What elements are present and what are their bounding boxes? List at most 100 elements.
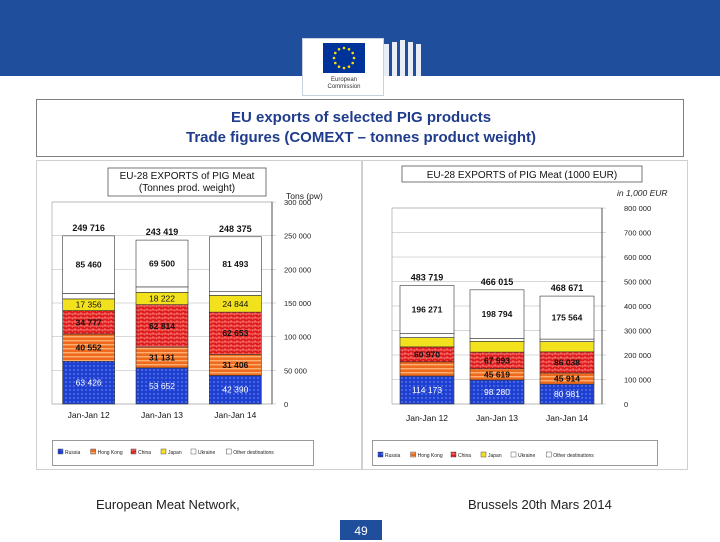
chart-2-bar-japan-2 bbox=[469, 341, 525, 353]
chart-1-legend-russia-swatch bbox=[57, 448, 64, 455]
chart-2-ytick-label: 800 000 bbox=[624, 204, 651, 213]
chart-1-bar-hong-kong-1-label: 40 552 bbox=[76, 343, 102, 353]
chart-1-bar-other-destinations-1 bbox=[62, 235, 115, 294]
chart-2-ytick-label: 400 000 bbox=[624, 302, 651, 311]
chart-1-bar-china-2 bbox=[135, 304, 189, 348]
chart-1-bar-russia-3-label: 42 390 bbox=[222, 385, 248, 395]
chart-2-bar-other-destinations-1-label: 196 271 bbox=[412, 305, 443, 315]
chart-2-legend-japan-label: Japan bbox=[488, 453, 502, 459]
chart-2-legend-other-destinations-swatch bbox=[546, 451, 552, 458]
chart-1-total-label-2: 243 419 bbox=[146, 227, 179, 237]
chart-2-bar-russia-1-label: 114 173 bbox=[412, 385, 442, 395]
chart-2-bar-russia-2-label: 98 280 bbox=[484, 387, 510, 397]
chart-1-title-line-2: (Tonnes prod. weight) bbox=[139, 183, 235, 194]
chart-2-bar-other-destinations-3 bbox=[539, 295, 595, 340]
chart-2-total-label-1: 483 719 bbox=[411, 272, 444, 282]
title-line-1: EU exports of selected PIG products bbox=[230, 109, 492, 126]
chart-2-title-line-1: EU-28 EXPORTS of PIG Meat (1000 EUR) bbox=[427, 170, 617, 181]
chart-1-bar-ukraine-3 bbox=[209, 291, 262, 296]
chart-1-legend-other-destinations-label: Other destinations bbox=[233, 450, 274, 456]
chart-2-legend-hong-kong-label: Hong Kong bbox=[418, 453, 443, 459]
chart-2-bar-ukraine-2 bbox=[469, 338, 525, 342]
footer-organisation: European Meat Network, bbox=[96, 497, 240, 512]
chart-1-ytick-label: 300 000 bbox=[284, 198, 311, 207]
chart-2-bar-hong-kong-1 bbox=[399, 361, 455, 377]
title-line-2: Trade figures (COMEXT – tonnes product w… bbox=[185, 129, 537, 146]
chart-2-bar-japan-3 bbox=[539, 341, 595, 353]
chart-2-legend-other-destinations-label: Other destinations bbox=[553, 453, 594, 459]
chart-1-ytick-label: 200 000 bbox=[284, 265, 311, 274]
chart-2-title-box bbox=[401, 165, 643, 183]
logo-text-commission: Commission bbox=[327, 84, 361, 90]
chart-2-ytick-label: 700 000 bbox=[624, 229, 651, 238]
chart-1-bar-russia-1 bbox=[62, 360, 115, 405]
chart-2-ytick-label: 200 000 bbox=[624, 351, 651, 360]
chart-2-bar-hong-kong-2-label: 45 619 bbox=[484, 369, 510, 379]
chart-2-bar-russia-1 bbox=[399, 375, 455, 405]
chart-1-legend-japan-label: Japan bbox=[168, 450, 182, 456]
chart-1-legend-china-swatch bbox=[130, 448, 137, 455]
chart-1-category-label-3: Jan-Jan 14 bbox=[214, 410, 256, 420]
chart-2-bar-other-destinations-2 bbox=[469, 289, 525, 339]
chart-1-bar-hong-kong-2-label: 31 131 bbox=[149, 352, 175, 362]
chart-1-category-label-1: Jan-Jan 12 bbox=[68, 410, 110, 420]
chart-1-bar-china-2-label: 62 814 bbox=[149, 321, 175, 331]
chart-1-ytick-label: 50 000 bbox=[284, 366, 307, 375]
chart-2-bar-russia-3-label: 80 981 bbox=[554, 389, 580, 399]
chart-1-legend-china-label: China bbox=[138, 450, 151, 456]
chart-1-ytick-label: 150 000 bbox=[284, 299, 311, 308]
chart-2-legend-china-swatch bbox=[450, 451, 457, 458]
chart-1-bar-other-destinations-2 bbox=[135, 239, 189, 288]
footer-date: Brussels 20th Mars 2014 bbox=[468, 497, 612, 512]
chart-1-legend-ukraine-swatch bbox=[190, 448, 197, 455]
berlaymont-pillars-icon bbox=[384, 40, 434, 78]
chart-1-bar-ukraine-1 bbox=[62, 293, 115, 300]
chart-2-y-label: in 1,000 EUR bbox=[617, 188, 668, 198]
chart-1-legend-hong-kong-label: Hong Kong bbox=[98, 450, 123, 456]
chart-1-ytick-label: 0 bbox=[284, 400, 288, 409]
chart-1-bar-japan-2-label: 18 222 bbox=[149, 293, 175, 303]
chart-1-bar-other-destinations-2-label: 69 500 bbox=[149, 258, 175, 268]
chart-1-bar-hong-kong-3-label: 31 406 bbox=[222, 360, 248, 370]
chart-1-bar-other-destinations-3 bbox=[209, 236, 262, 292]
chart-2-bar-other-destinations-2-label: 198 794 bbox=[482, 309, 513, 319]
chart-1-bar-china-1-label: 34 777 bbox=[76, 317, 102, 327]
chart-1-ytick-label: 250 000 bbox=[284, 232, 311, 241]
chart-2-category-label-2: Jan-Jan 13 bbox=[476, 413, 518, 423]
logo-text-european: European bbox=[330, 77, 358, 83]
chart-1-legend-other-destinations-swatch bbox=[225, 448, 232, 455]
chart-1-legend-hong-kong-swatch bbox=[90, 448, 96, 455]
chart-2-total-label-3: 468 671 bbox=[551, 283, 584, 293]
chart-2-total-label-2: 466 015 bbox=[481, 277, 514, 287]
chart-1-category-label-2: Jan-Jan 13 bbox=[141, 410, 183, 420]
chart-1-title-box bbox=[107, 167, 267, 197]
chart-1-total-label-1: 249 716 bbox=[72, 223, 105, 233]
chart-2-ytick-label: 300 000 bbox=[624, 327, 651, 336]
chart-1-legend-russia-label: Russia bbox=[65, 450, 81, 456]
chart-1-total-label-3: 248 375 bbox=[219, 224, 252, 234]
chart-1-bar-japan-3-label: 24 844 bbox=[222, 299, 248, 309]
chart-2-bar-china-2-label: 67 993 bbox=[484, 355, 510, 365]
chart-2-ytick-label: 600 000 bbox=[624, 253, 651, 262]
chart-2-bar-ukraine-3 bbox=[539, 338, 595, 342]
chart-1-bar-japan-1-label: 17 356 bbox=[76, 300, 102, 310]
chart-2-bar-japan-1 bbox=[399, 337, 455, 348]
chart-1-legend-ukraine-label: Ukraine bbox=[198, 450, 215, 456]
chart-1-title-line-1: EU-28 EXPORTS of PIG Meat bbox=[120, 171, 255, 182]
chart-2-legend-ukraine-swatch bbox=[510, 451, 517, 458]
chart-2-ytick-label: 0 bbox=[624, 400, 628, 409]
chart-2-legend-china-label: China bbox=[458, 453, 471, 459]
chart-1-bar-russia-2 bbox=[135, 367, 189, 405]
chart-2-category-label-1: Jan-Jan 12 bbox=[406, 413, 448, 423]
chart-1-y-label: Tons (pw) bbox=[286, 191, 323, 201]
chart-1-bar-ukraine-2 bbox=[135, 286, 189, 293]
title-box: EU exports of selected PIG products Trad… bbox=[36, 99, 684, 157]
chart-2-legend-russia-swatch bbox=[377, 451, 384, 458]
chart-2-bar-other-destinations-3-label: 175 564 bbox=[552, 313, 583, 323]
chart-1-bar-other-destinations-3-label: 81 493 bbox=[222, 259, 248, 269]
chart-1-bar-other-destinations-1-label: 85 460 bbox=[76, 260, 102, 270]
page-number: 49 bbox=[340, 520, 382, 540]
chart-2-legend-russia-label: Russia bbox=[385, 453, 401, 459]
chart-1-bar-russia-2-label: 53 652 bbox=[149, 381, 175, 391]
